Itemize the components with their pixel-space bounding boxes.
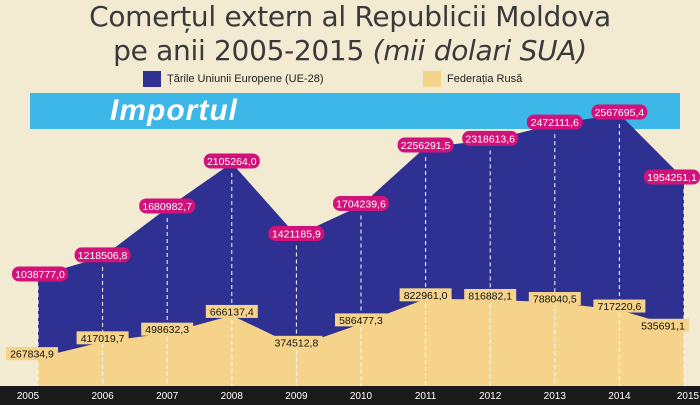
- russia-data-label: 788040,5: [533, 294, 577, 306]
- eu-label-pill: [333, 195, 389, 211]
- x-tick-label: 2010: [350, 391, 373, 402]
- russia-data-label: 586477,3: [339, 315, 383, 327]
- legend-swatch-eu: [143, 71, 161, 87]
- chart-title-years: pe anii 2005-2015: [113, 34, 364, 67]
- eu-label-pill: [591, 104, 648, 120]
- russia-data-label: 498632,3: [145, 324, 189, 336]
- eu-data-label: 2318613,6: [465, 133, 515, 145]
- eu-label-pill: [644, 169, 700, 185]
- eu-data-label: 2472111,6: [531, 117, 579, 129]
- eu-data-label: 2567695,4: [595, 107, 645, 119]
- russia-data-label: 267834,9: [10, 349, 54, 361]
- russia-label-bg: [528, 292, 581, 306]
- eu-label-pill: [526, 114, 583, 130]
- eu-data-label: 1704239,6: [336, 198, 386, 210]
- eu-label-pill: [268, 225, 325, 241]
- russia-label-bg: [141, 322, 194, 336]
- russia-data-label: 822961,0: [404, 290, 448, 302]
- eu-label-pill: [139, 198, 196, 214]
- eu-label-pill: [397, 137, 454, 153]
- legend-label-russia: Federația Rusă: [447, 73, 523, 85]
- russia-label-bg: [6, 347, 58, 361]
- eu-data-label: 1680982,7: [142, 201, 192, 213]
- russia-label-bg: [637, 318, 689, 332]
- russia-label-bg: [593, 299, 646, 313]
- russia-data-label: 374512,8: [275, 337, 319, 349]
- russia-data-label: 717220,6: [598, 301, 642, 313]
- russia-label-bg: [464, 288, 517, 302]
- legend-swatch-russia: [423, 71, 441, 87]
- x-axis-band: [0, 386, 700, 405]
- russia-label-bg: [399, 288, 452, 302]
- banner-label: Importul: [110, 94, 238, 127]
- russia-label-bg: [76, 331, 129, 345]
- x-tick-label: 2005: [17, 391, 40, 402]
- section-banner: Importul: [30, 93, 680, 129]
- chart-title-line1: Comerțul extern al Republicii Moldova: [89, 0, 611, 33]
- eu-label-pill: [12, 266, 68, 282]
- eu-data-label: 1954251,1: [647, 172, 697, 184]
- eu-data-label: 2256291,5: [401, 140, 451, 152]
- legend-item-eu: Țările Uniunii Europene (UE-28): [143, 71, 324, 87]
- eu-data-label: 1218506,8: [78, 250, 128, 262]
- chart-title-unit: (mii dolari SUA): [372, 34, 588, 67]
- x-tick-label: 2011: [415, 391, 437, 402]
- eu-label-pill: [203, 153, 260, 169]
- russia-data-label: 816882,1: [468, 290, 512, 302]
- eu-label-pill: [74, 247, 131, 263]
- x-tick-label: 2013: [544, 391, 567, 402]
- russia-data-label: 535691,1: [641, 320, 685, 332]
- eu-label-pill: [462, 130, 519, 146]
- x-tick-label: 2007: [156, 391, 179, 402]
- eu-data-label: 2105264,0: [207, 156, 257, 168]
- russia-label-bg: [205, 304, 258, 318]
- russia-label-bg: [335, 313, 387, 327]
- eu-data-label: 1421185,9: [272, 228, 321, 240]
- russia-data-label: 417019,7: [81, 333, 125, 345]
- chart-title-line2: pe anii 2005-2015 (mii dolari SUA): [0, 36, 700, 66]
- russia-data-label: 666137,4: [210, 306, 254, 318]
- x-tick-label: 2008: [221, 391, 244, 402]
- x-tick-label: 2012: [479, 391, 502, 402]
- x-tick-label: 2006: [91, 391, 114, 402]
- eu-data-label: 1038777,0: [15, 269, 65, 281]
- legend-label-eu: Țările Uniunii Europene (UE-28): [167, 73, 324, 85]
- x-tick-label: 2009: [285, 391, 308, 402]
- x-tick-label: 2014: [608, 391, 631, 402]
- russia-label-bg: [270, 335, 323, 349]
- x-tick-label: 2015: [677, 391, 700, 402]
- legend-item-russia: Federația Rusă: [423, 71, 522, 87]
